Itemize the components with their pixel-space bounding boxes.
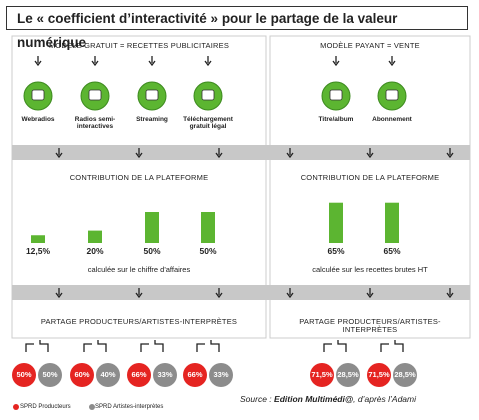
bar bbox=[145, 212, 159, 243]
split-arrow bbox=[380, 340, 404, 352]
arrow-head bbox=[215, 292, 223, 299]
icon-glyph bbox=[329, 89, 343, 101]
icon-glyph bbox=[88, 89, 102, 101]
bar-label: 50% bbox=[199, 246, 217, 256]
split-arrow bbox=[196, 340, 220, 352]
artist-share bbox=[393, 363, 417, 387]
source-prefix: Source : bbox=[240, 394, 275, 404]
split-arrow bbox=[323, 340, 347, 352]
artist-share bbox=[209, 363, 233, 387]
service-label: Téléchargement gratuit légal bbox=[183, 116, 233, 130]
bar bbox=[88, 230, 102, 243]
section-header: PARTAGE PRODUCTEURS/ARTISTES-INTERPRÈTES bbox=[299, 317, 441, 334]
bar bbox=[31, 235, 45, 243]
model-header: MODÈLE GRATUIT = RECETTES PUBLICITAIRES bbox=[48, 41, 230, 50]
split-arrow bbox=[25, 340, 49, 352]
producer-share bbox=[12, 363, 36, 387]
artist-label: 40% bbox=[100, 370, 116, 379]
legend-swatch bbox=[89, 404, 95, 410]
artist-share bbox=[153, 363, 177, 387]
artist-label: 33% bbox=[213, 370, 229, 379]
artist-label: 28,5% bbox=[337, 370, 359, 379]
artist-label: 50% bbox=[42, 370, 58, 379]
service-label: Titre/album bbox=[318, 116, 354, 123]
split-arrow bbox=[140, 340, 164, 352]
icon-glyph bbox=[201, 89, 215, 101]
service-label: Webradios bbox=[21, 116, 55, 123]
basis-note: calculée sur les recettes brutes HT bbox=[312, 265, 428, 274]
bar-label: 12,5% bbox=[25, 246, 51, 256]
bar-label: 20% bbox=[86, 246, 104, 256]
arrow-head bbox=[204, 60, 212, 67]
artist-share bbox=[96, 363, 120, 387]
arrow-head bbox=[366, 152, 374, 159]
bar-label: 50% bbox=[143, 246, 161, 256]
arrow-head bbox=[135, 152, 143, 159]
arrow-head bbox=[286, 152, 294, 159]
producer-label: 66% bbox=[131, 370, 147, 379]
arrow-head bbox=[55, 152, 63, 159]
icon-glyph bbox=[31, 89, 45, 101]
producer-label: 50% bbox=[16, 370, 32, 379]
service-label: Abonnement bbox=[372, 116, 412, 123]
producer-share bbox=[183, 363, 207, 387]
arrow-head bbox=[366, 292, 374, 299]
bar-label: 65% bbox=[383, 246, 401, 256]
producer-share bbox=[70, 363, 94, 387]
producer-share bbox=[367, 363, 391, 387]
arrow-head bbox=[55, 292, 63, 299]
legend-swatch bbox=[13, 404, 19, 410]
artist-share bbox=[336, 363, 360, 387]
grey-band bbox=[12, 145, 470, 160]
title: Le « coefficient d’interactivité » pour … bbox=[6, 6, 468, 50]
arrow-head bbox=[215, 152, 223, 159]
arrow-head bbox=[332, 60, 340, 67]
legend-entry: SPRD Producteurs bbox=[20, 404, 71, 410]
section-header: PARTAGE PRODUCTEURS/ARTISTES-INTERPRÈTES bbox=[40, 317, 238, 326]
arrow-head bbox=[148, 60, 156, 67]
source: Source : Edition Multimédi@, d’après l’A… bbox=[240, 395, 416, 404]
producer-share bbox=[310, 363, 334, 387]
artist-label: 33% bbox=[157, 370, 173, 379]
bar bbox=[329, 202, 343, 243]
section-header: CONTRIBUTION DE LA PLATEFORME bbox=[69, 173, 209, 182]
arrow-head bbox=[446, 152, 454, 159]
bar bbox=[201, 212, 215, 243]
producer-label: 66% bbox=[187, 370, 203, 379]
arrow-head bbox=[446, 292, 454, 299]
source-suffix: , d’après l’Adami bbox=[353, 394, 416, 404]
icon-glyph bbox=[385, 89, 399, 101]
service-label: Radios semi-interactives bbox=[74, 116, 116, 130]
model-header: MODÈLE PAYANT = VENTE bbox=[320, 41, 420, 50]
bar bbox=[385, 202, 399, 243]
legend-entry: SPRD Artistes-interprètes bbox=[95, 404, 164, 410]
producer-label: 71,5% bbox=[311, 370, 333, 379]
arrow-head bbox=[286, 292, 294, 299]
arrow-head bbox=[91, 60, 99, 67]
arrow-head bbox=[388, 60, 396, 67]
service-label: Streaming bbox=[136, 116, 168, 123]
producer-share bbox=[127, 363, 151, 387]
artist-label: 28,5% bbox=[394, 370, 416, 379]
arrow-head bbox=[34, 60, 42, 67]
source-name: Edition Multimédi@ bbox=[274, 394, 354, 404]
icon-glyph bbox=[145, 89, 159, 101]
grey-band bbox=[12, 285, 470, 300]
basis-note: calculée sur le chiffre d'affaires bbox=[87, 265, 191, 274]
arrow-head bbox=[135, 292, 143, 299]
artist-share bbox=[38, 363, 62, 387]
producer-label: 60% bbox=[74, 370, 90, 379]
bar-label: 65% bbox=[327, 246, 345, 256]
producer-label: 71,5% bbox=[368, 370, 390, 379]
section-header: CONTRIBUTION DE LA PLATEFORME bbox=[300, 173, 440, 182]
split-arrow bbox=[83, 340, 107, 352]
